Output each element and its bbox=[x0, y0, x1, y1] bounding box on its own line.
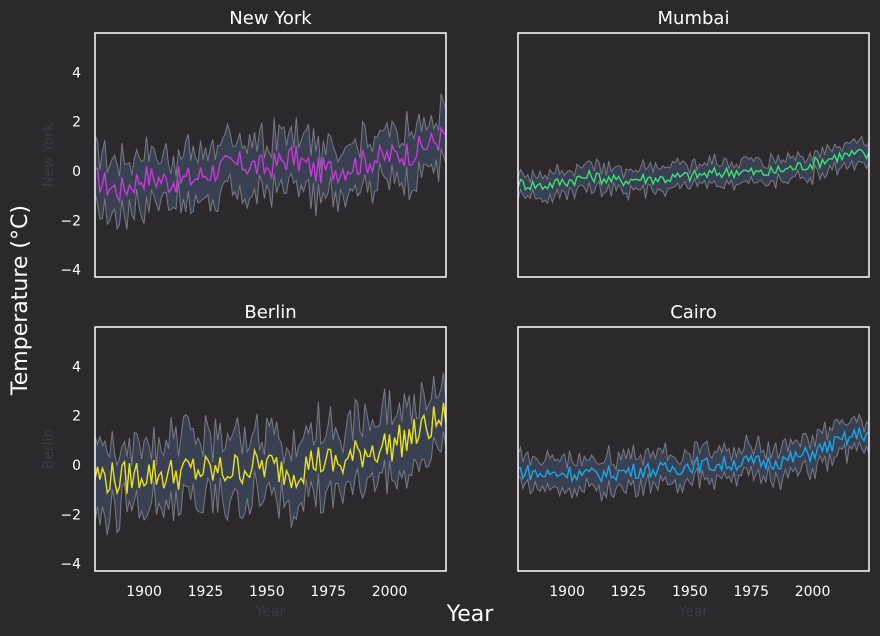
subplot-title: New York bbox=[229, 8, 312, 29]
subplot-berlin: Berlin −4 −2 0 2 4 1900 1925 1950 1975 2000 Berlin Y… bbox=[41, 302, 447, 620]
plot-area bbox=[95, 372, 446, 536]
band-upper-edge bbox=[95, 93, 446, 177]
plot-area bbox=[518, 412, 869, 502]
axes-frame bbox=[517, 32, 870, 278]
x-tick-label: 1950 bbox=[672, 584, 708, 600]
axes-frame bbox=[517, 326, 870, 572]
y-tick-label: −4 bbox=[60, 263, 81, 279]
series-line bbox=[95, 402, 446, 496]
axis-y-label: New York bbox=[41, 122, 57, 187]
plot-area bbox=[518, 135, 869, 205]
x-tick-label: 1925 bbox=[188, 584, 224, 600]
y-tick-label: 0 bbox=[72, 164, 81, 180]
axes-frame bbox=[94, 326, 447, 572]
axis-x-label: Year bbox=[678, 604, 709, 620]
y-tick-label: −4 bbox=[60, 557, 81, 573]
y-tick-label: 2 bbox=[72, 409, 81, 425]
band-upper-edge bbox=[518, 135, 869, 183]
y-tick-label: 2 bbox=[72, 115, 81, 131]
axis-x-label: Year bbox=[255, 604, 286, 620]
series-line bbox=[518, 148, 869, 191]
plot-area bbox=[95, 93, 446, 231]
band-lower-edge bbox=[518, 159, 869, 205]
subplot-mumbai: Mumbai bbox=[517, 8, 870, 278]
x-tick-label: 1900 bbox=[549, 584, 585, 600]
series-line bbox=[95, 125, 446, 204]
band-upper-edge bbox=[518, 412, 869, 472]
axes-frame bbox=[94, 32, 447, 278]
y-tick-label: −2 bbox=[60, 213, 81, 229]
subplot-title: Cairo bbox=[670, 302, 717, 323]
x-tick-label: 2000 bbox=[372, 584, 408, 600]
y-tick-label: 0 bbox=[72, 458, 81, 474]
band-upper-edge bbox=[95, 372, 446, 468]
y-tick-label: −2 bbox=[60, 507, 81, 523]
series-line bbox=[518, 427, 869, 484]
axis-y-label: Berlin bbox=[41, 429, 57, 470]
uncertainty-band bbox=[518, 136, 869, 204]
band-lower-edge bbox=[95, 431, 446, 536]
y-tick-label: 4 bbox=[72, 359, 81, 375]
y-tick-label: 4 bbox=[72, 65, 81, 81]
band-lower-edge bbox=[95, 148, 446, 231]
uncertainty-band bbox=[95, 93, 446, 230]
x-tick-label: 1975 bbox=[733, 584, 769, 600]
x-tick-label: 1975 bbox=[310, 584, 346, 600]
band-lower-edge bbox=[518, 440, 869, 502]
subplots: New York −4 −2 0 2 4 New York Mumbai Berlin −4 −2 0… bbox=[41, 8, 870, 620]
figure-x-label: Year bbox=[446, 602, 495, 627]
x-tick-label: 2000 bbox=[795, 584, 831, 600]
x-tick-label: 1900 bbox=[126, 584, 162, 600]
subplot-title: Mumbai bbox=[658, 8, 730, 29]
subplot-title: Berlin bbox=[244, 302, 296, 323]
subplot-cairo: Cairo 1900 1925 1950 1975 2000 Year bbox=[517, 302, 870, 620]
x-tick-label: 1950 bbox=[249, 584, 285, 600]
figure-y-label: Temperature (°C) bbox=[8, 205, 33, 396]
subplot-new-york: New York −4 −2 0 2 4 New York bbox=[41, 8, 447, 279]
x-tick-label: 1925 bbox=[611, 584, 647, 600]
